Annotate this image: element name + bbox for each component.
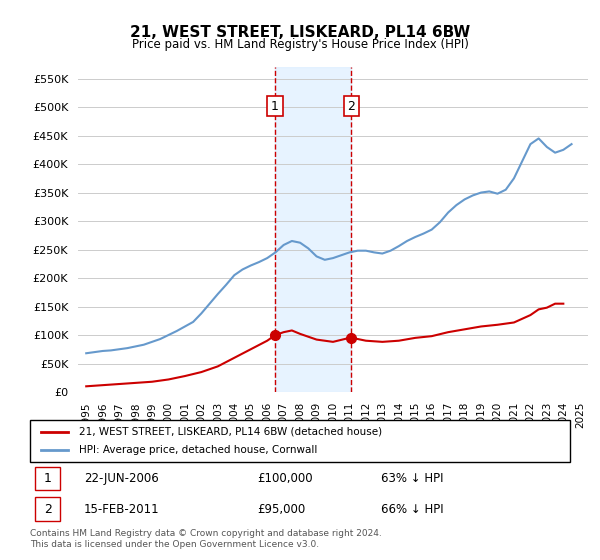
Text: 1: 1: [44, 472, 52, 484]
FancyBboxPatch shape: [35, 497, 60, 521]
Text: 22-JUN-2006: 22-JUN-2006: [84, 472, 159, 484]
Text: £100,000: £100,000: [257, 472, 313, 484]
Text: 66% ↓ HPI: 66% ↓ HPI: [381, 502, 443, 516]
Text: 21, WEST STREET, LISKEARD, PL14 6BW (detached house): 21, WEST STREET, LISKEARD, PL14 6BW (det…: [79, 427, 382, 437]
FancyBboxPatch shape: [30, 420, 570, 462]
Bar: [275, 67, 352, 392]
Text: HPI: Average price, detached house, Cornwall: HPI: Average price, detached house, Corn…: [79, 445, 317, 455]
Text: 1: 1: [271, 100, 279, 113]
Text: 21, WEST STREET, LISKEARD, PL14 6BW: 21, WEST STREET, LISKEARD, PL14 6BW: [130, 25, 470, 40]
Text: Price paid vs. HM Land Registry's House Price Index (HPI): Price paid vs. HM Land Registry's House …: [131, 38, 469, 51]
Text: Contains HM Land Registry data © Crown copyright and database right 2024.
This d: Contains HM Land Registry data © Crown c…: [30, 529, 382, 549]
Text: 2: 2: [44, 502, 52, 516]
Text: 63% ↓ HPI: 63% ↓ HPI: [381, 472, 443, 484]
Text: £95,000: £95,000: [257, 502, 305, 516]
FancyBboxPatch shape: [35, 466, 60, 489]
Text: 15-FEB-2011: 15-FEB-2011: [84, 502, 160, 516]
Text: 2: 2: [347, 100, 355, 113]
